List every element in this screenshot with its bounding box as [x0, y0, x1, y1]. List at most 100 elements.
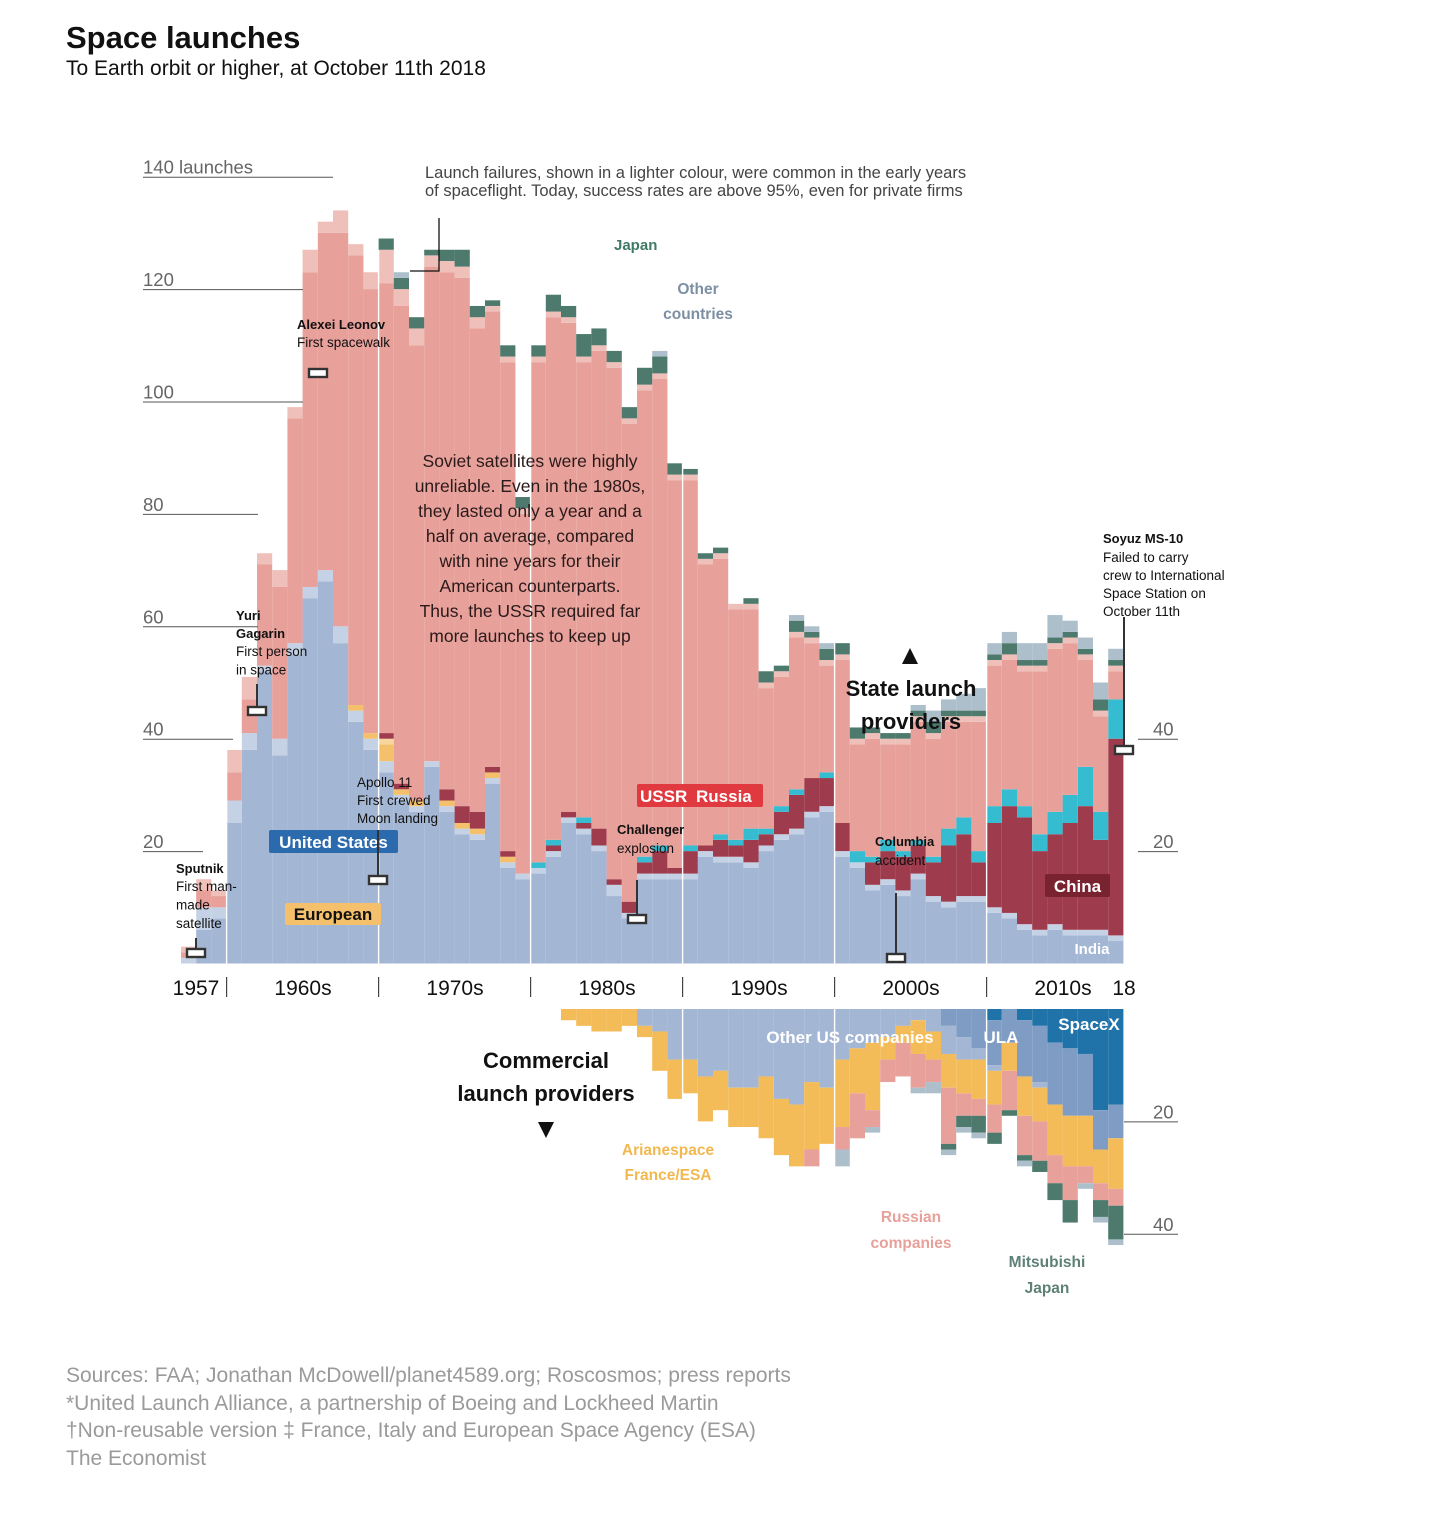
bar-japan-1991	[697, 553, 713, 559]
bar-ussr-russia-1968	[348, 255, 364, 705]
bar-india-1992	[713, 834, 729, 840]
bar-spacex-2017	[1093, 1009, 1109, 1111]
bar-united-states-failure-1994	[743, 862, 759, 868]
bar-united-states-1961	[241, 749, 257, 964]
bar-arianespace-france-esa-1994	[743, 1087, 759, 1128]
bar-ussr-russia-1981	[545, 317, 561, 840]
bar-japan-1971	[393, 277, 409, 290]
bar-china-1987	[637, 862, 653, 874]
bar-ussr-russia-failure-2011	[1001, 654, 1017, 661]
label-united-states: United States	[279, 833, 388, 852]
bar-united-states-1989	[667, 879, 683, 964]
bar-united-states-failure-1993	[728, 856, 744, 863]
y-tick-label-80: 80	[143, 494, 164, 515]
bar-ussr-russia-1989	[667, 480, 683, 868]
bar-united-states-failure-1980	[530, 867, 546, 874]
bar-japan-1984	[591, 328, 607, 346]
label-russian-companies-line2: companies	[871, 1235, 952, 1252]
bar-china-2000	[834, 823, 850, 852]
bar-japan-1981	[545, 294, 561, 312]
soviet-note-line-8: more launches to keep up	[429, 626, 630, 646]
bar-japan-2013	[1032, 660, 1048, 666]
bar-china-1991	[697, 845, 713, 852]
bar-other-commercial-2017	[1093, 1216, 1109, 1223]
bar-united-states-failure-1973	[424, 761, 440, 767]
event-gagarin-title-1: Yuri	[236, 608, 261, 623]
x-tick-label-1970s: 1970s	[426, 977, 483, 1000]
bar-united-states-2009	[971, 901, 987, 964]
bar-ussr-russia-1996	[773, 676, 789, 807]
bar-ussr-russia-failure-2017	[1093, 710, 1109, 717]
bar-arianespace-france-esa-2002	[865, 1042, 881, 1111]
bar-japan-1978	[500, 345, 516, 357]
bar-united-states-failure-1996	[773, 834, 789, 840]
bar-india-1980	[530, 862, 546, 868]
bar-united-states-1962	[257, 671, 273, 964]
label-arianespace-line2: France/ESA	[624, 1167, 711, 1184]
bar-united-states-failure-1998	[804, 811, 820, 818]
bar-arianespace-france-esa-2005	[910, 1020, 926, 1054]
bar-india-2003	[880, 839, 896, 852]
bar-china-1986	[621, 901, 637, 913]
bar-ussr-russia-failure-2004	[895, 738, 911, 745]
bar-arianespace-france-esa-2014	[1047, 1104, 1063, 1156]
bar-japan-1992	[713, 547, 729, 554]
bar-ussr-russia-failure-2001	[849, 738, 865, 745]
bar-ussr-russia-1979	[515, 513, 531, 874]
bar-ussr-russia-failure-1985	[606, 362, 622, 368]
bar-mitsubishi-japan-2018	[1108, 1205, 1124, 1240]
bar-ussr-russia-failure-1967	[333, 210, 349, 233]
bar-united-states-2008	[956, 901, 972, 964]
bar-other-us-companies-2007	[941, 1025, 957, 1054]
bar-united-states-failure-1985	[606, 884, 622, 897]
bar-japan-1986	[621, 407, 637, 419]
y-tick-label-right-20: 20	[1153, 831, 1174, 852]
bar-united-states-failure-1977	[485, 778, 501, 784]
label-other-countries-line2: countries	[663, 306, 733, 323]
bar-china-1975	[454, 806, 470, 823]
bar-arianespace-france-esa-2011	[1001, 1042, 1017, 1071]
bar-other-commercial-2009	[971, 1132, 987, 1139]
bar-ussr-russia-failure-1974	[439, 261, 455, 273]
bar-united-states-failure-1984	[591, 845, 607, 852]
label-arianespace-line1: Arianespace	[622, 1142, 715, 1159]
bar-india-1988	[652, 845, 668, 852]
bar-ussr-russia-failure-2006	[925, 733, 941, 739]
y-tick-label-120: 120	[143, 269, 174, 290]
bar-ussr-russia-failure-1972	[409, 328, 425, 346]
bar-china-2003	[880, 851, 896, 880]
bar-ula-2009	[971, 1009, 987, 1049]
bar-china-2008	[956, 834, 972, 897]
failures-note-line-2: of spaceflight. Today, success rates are…	[425, 182, 963, 200]
bar-united-states-failure-1958	[196, 907, 212, 930]
bar-arianespace-france-esa-1993	[728, 1087, 744, 1128]
bar-ussr-russia-1976	[469, 328, 485, 812]
bar-other-countries-2010	[986, 643, 1002, 655]
bar-russian-companies-2005	[910, 1053, 926, 1088]
bar-spacex-2015	[1062, 1009, 1078, 1049]
bar-united-states-1978	[500, 867, 516, 964]
bar-india-2009	[971, 851, 987, 863]
bar-ussr-russia-2013	[1032, 671, 1048, 835]
bar-united-states-failure-1976	[469, 834, 485, 840]
bar-other-countries-2005	[910, 704, 926, 711]
bar-ula-2018	[1108, 1104, 1124, 1139]
bar-other-countries-1971	[393, 272, 409, 278]
label-european-box	[285, 903, 381, 925]
event-gagarin-text-2: in space	[236, 663, 286, 678]
bar-ussr-russia-2000	[834, 660, 850, 823]
label-united-states-box	[269, 830, 398, 853]
bar-india-2008	[956, 817, 972, 835]
bar-united-states-2005	[910, 879, 926, 964]
bar-china-2018	[1108, 738, 1124, 936]
bar-united-states-failure-1969	[363, 738, 379, 750]
bar-ussr-russia-1970	[378, 283, 394, 734]
bar-united-states-failure-1982	[561, 817, 577, 823]
bar-india-1996	[773, 806, 789, 812]
bar-united-states-1977	[485, 783, 501, 964]
section-label-state-line2: providers	[861, 709, 961, 734]
bar-other-commercial-2005	[910, 1087, 926, 1094]
bar-european-1978	[500, 856, 516, 863]
bar-ussr-russia-2003	[880, 744, 896, 840]
bar-china-2016	[1077, 806, 1093, 930]
